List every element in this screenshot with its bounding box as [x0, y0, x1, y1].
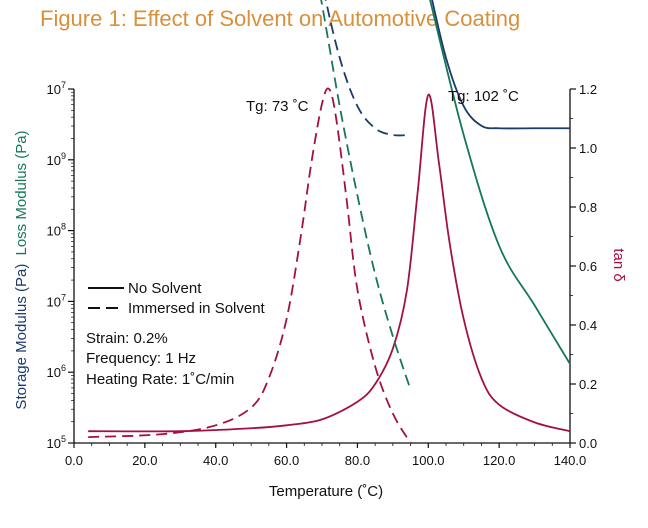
y-right-axis-title: tan δ: [610, 248, 627, 281]
y-left-tick-label: 108: [47, 222, 66, 239]
y-right-tick-label: 0.4: [579, 318, 597, 333]
annotation-strain: Strain: 0.2%: [86, 330, 168, 347]
x-tick-label: 0.0: [65, 453, 83, 468]
series-group: [88, 0, 571, 444]
annotation-heating-rate: Heating Rate: 1˚C/min: [86, 371, 234, 388]
y-right-tick-label: 0.2: [579, 377, 597, 392]
y-right-tick-label: 0.6: [579, 259, 597, 274]
annotation-tg-solvent: Tg: 73 ˚C: [246, 98, 309, 115]
y-left-title-storage: Storage Modulus (Pa): [13, 264, 30, 410]
y-left-tick-label: 105: [47, 434, 66, 451]
y-left-tick-label: 109: [47, 151, 66, 168]
x-tick-label: 100.0: [412, 453, 445, 468]
legend-solid-label: No Solvent: [128, 280, 202, 297]
annotation-tg-dry: Tg: 102 ˚C: [448, 88, 519, 105]
x-axis-title: Temperature (˚C): [269, 483, 383, 500]
x-tick-label: 80.0: [345, 453, 370, 468]
series-line-tan-no-solvent: [88, 93, 571, 433]
x-tick-label: 40.0: [203, 453, 228, 468]
annotation-frequency: Frequency: 1 Hz: [86, 350, 196, 367]
y-right-tick-label: 0.0: [579, 436, 597, 451]
x-tick-label: 120.0: [483, 453, 516, 468]
x-tick-label: 20.0: [132, 453, 157, 468]
legend: No Solvent Immersed in Solvent: [88, 280, 266, 317]
y-left-axis-title: Storage Modulus (Pa) Loss Modulus (Pa): [13, 130, 30, 409]
series-line-loss-modulus-no-solvent: [429, 0, 571, 365]
figure-title: Figure 1: Effect of Solvent on Automotiv…: [40, 6, 521, 31]
y-left-tick-label: 106: [47, 363, 66, 380]
series-line-loss-modulus-immersed-in-solvent: [320, 0, 412, 391]
y-left-tick-label: 107: [47, 80, 66, 97]
x-tick-label: 60.0: [274, 453, 299, 468]
axes-group: 0.0 20.0 40.0 60.0 80.0 100.0 120.0 140.0 105 106…: [47, 80, 598, 468]
y-left-title-loss: Loss Modulus (Pa): [13, 130, 30, 255]
series-line-storage-modulus-no-solvent: [431, 0, 570, 130]
y-right-tick-label: 1.0: [579, 141, 597, 156]
y-left-tick-label: 107: [47, 292, 66, 309]
legend-dashed-label: Immersed in Solvent: [128, 300, 266, 317]
series-line-storage-modulus-immersed-in-solvent: [324, 0, 411, 137]
y-right-tick-label: 0.8: [579, 200, 597, 215]
y-right-tick-label: 1.2: [579, 82, 597, 97]
series-line-tan-immersed-in-solvent: [88, 87, 412, 444]
x-tick-label: 140.0: [554, 453, 587, 468]
